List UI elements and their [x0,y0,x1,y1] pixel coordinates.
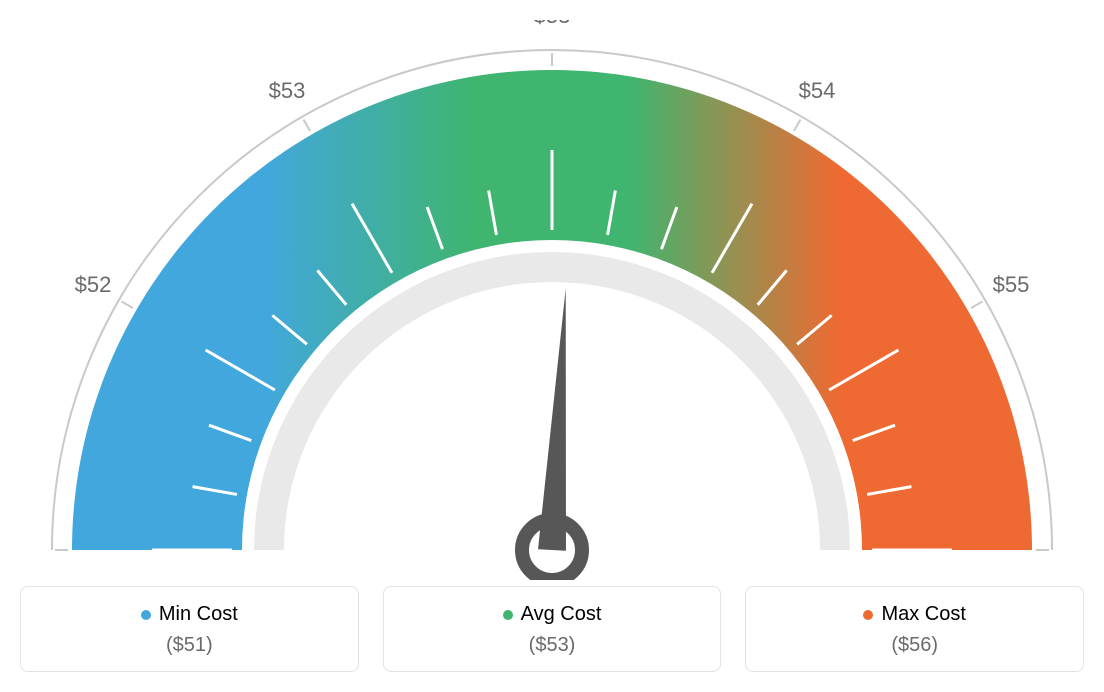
svg-text:$55: $55 [993,272,1030,297]
legend-max-title: Max Cost [863,603,965,626]
svg-text:$53: $53 [534,20,571,28]
legend-row: Min Cost ($51) Avg Cost ($53) Max Cost (… [20,586,1084,672]
legend-min: Min Cost ($51) [20,586,359,672]
svg-text:$54: $54 [799,78,836,103]
legend-avg-value: ($53) [384,634,721,657]
min-dot-icon [141,610,151,620]
avg-dot-icon [503,610,513,620]
legend-min-value: ($51) [21,634,358,657]
legend-max: Max Cost ($56) [745,586,1084,672]
max-dot-icon [863,610,873,620]
svg-text:$53: $53 [269,78,306,103]
legend-max-value: ($56) [746,634,1083,657]
gauge-svg: $51$52$53$53$54$55$56 [20,20,1084,580]
legend-avg-title: Avg Cost [503,603,602,626]
svg-text:$52: $52 [75,272,112,297]
legend-min-title: Min Cost [141,603,238,626]
gauge-chart: $51$52$53$53$54$55$56 [20,20,1084,580]
legend-min-label: Min Cost [159,603,238,626]
legend-avg-label: Avg Cost [521,603,602,626]
legend-avg: Avg Cost ($53) [383,586,722,672]
legend-max-label: Max Cost [881,603,965,626]
